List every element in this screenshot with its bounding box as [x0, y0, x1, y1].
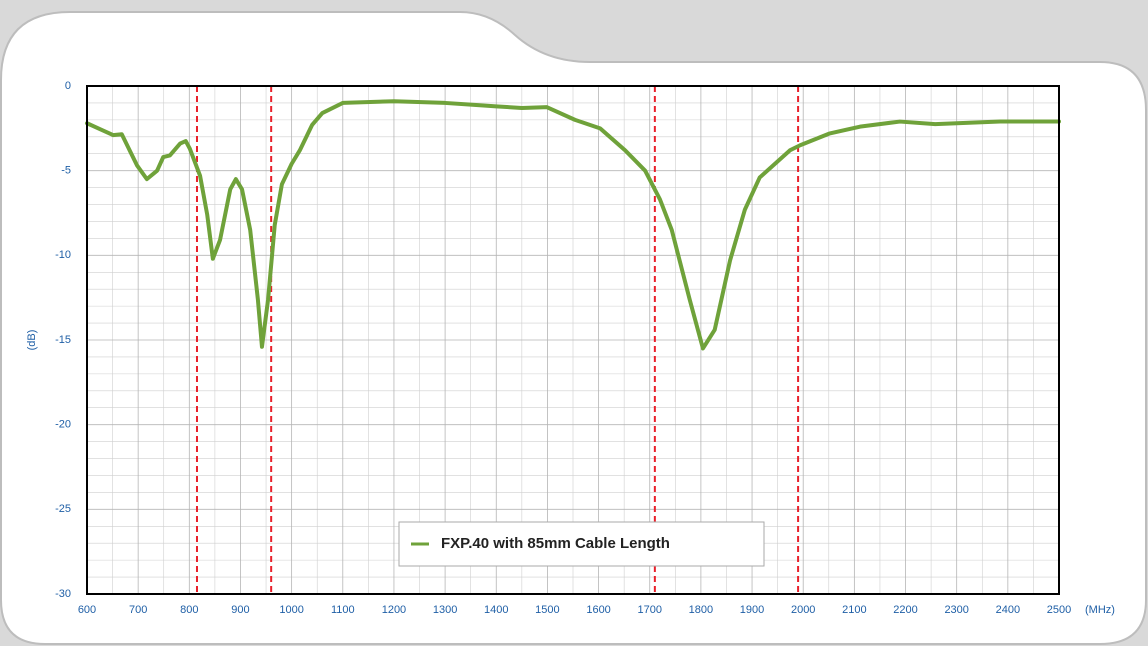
x-tick-label: 2300	[944, 604, 968, 616]
x-tick-label: 2400	[996, 604, 1020, 616]
y-tick-label: -15	[55, 334, 71, 346]
x-tick-label: 1500	[535, 604, 559, 616]
data-line	[85, 99, 1061, 351]
x-tick-label: 900	[231, 604, 249, 616]
x-tick-label: 800	[180, 604, 198, 616]
y-tick-label: -25	[55, 503, 71, 515]
x-tick-label: 2500	[1047, 604, 1071, 616]
x-tick-label: 1900	[740, 604, 764, 616]
y-tick-label: -30	[55, 588, 71, 600]
x-tick-label: 700	[129, 604, 147, 616]
x-tick-label: 1200	[382, 604, 406, 616]
x-tick-label: 1800	[689, 604, 713, 616]
y-tick-label: -10	[55, 249, 71, 261]
x-tick-label: 1400	[484, 604, 508, 616]
plot-frame	[86, 85, 1060, 595]
x-tick-label: 1000	[279, 604, 303, 616]
y-tick-label: -20	[55, 419, 71, 431]
x-axis-label: (MHz)	[1085, 604, 1115, 616]
x-tick-label: 2200	[893, 604, 917, 616]
x-tick-label: 1300	[433, 604, 457, 616]
x-tick-label: 1600	[586, 604, 610, 616]
x-tick-label: 2000	[791, 604, 815, 616]
legend-label: FXP.40 with 85mm Cable Length	[441, 535, 670, 552]
y-tick-label: -5	[61, 165, 71, 177]
x-tick-label: 600	[78, 604, 96, 616]
legend-box	[398, 521, 765, 567]
x-tick-label: 1100	[331, 604, 355, 616]
x-tick-label: 2100	[842, 604, 866, 616]
x-tick-label: 1700	[637, 604, 661, 616]
y-tick-label: 0	[65, 80, 71, 92]
y-axis-label: (dB)	[26, 330, 38, 351]
